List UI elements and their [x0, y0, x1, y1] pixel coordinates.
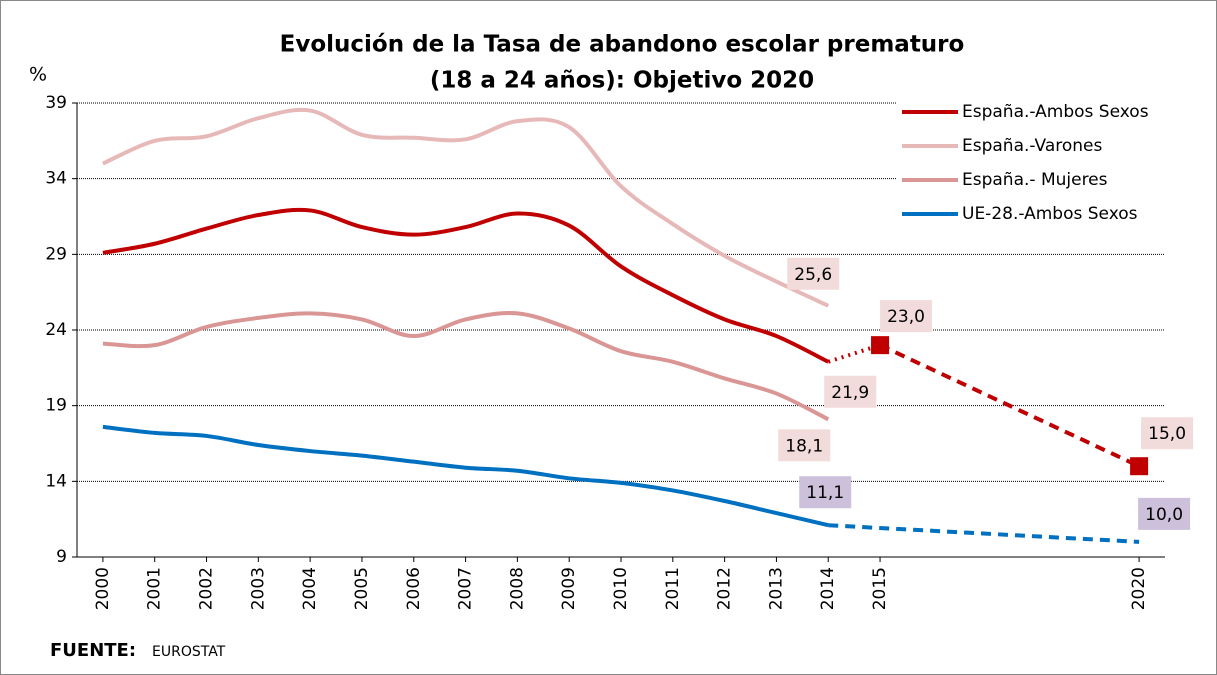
value-label: 10,0 [1145, 505, 1183, 525]
value-label-box [1138, 497, 1191, 530]
series-line [102, 107, 830, 308]
x-tick-label: 2015 [870, 567, 890, 610]
y-tick-label: 14 [45, 471, 67, 491]
x-tick-label: 2008 [507, 567, 527, 610]
source: EUROSTAT [152, 644, 226, 660]
value-label-box [1141, 417, 1194, 450]
value-label: 23,0 [887, 307, 925, 327]
value-label: 11,1 [806, 483, 844, 503]
x-tick-label: 2002 [197, 567, 217, 610]
projection-line [828, 523, 1140, 544]
y-tick-label: 34 [45, 169, 67, 189]
y-tick-label: 29 [45, 244, 67, 264]
legend-label: España.-Varones [962, 136, 1103, 156]
x-tick-label: 2009 [559, 567, 579, 610]
x-tick-label: 2005 [352, 567, 372, 610]
y-axis-label: % [29, 64, 47, 86]
x-tick-label: 2020 [1129, 567, 1149, 610]
x-tick-label: 2000 [93, 567, 113, 610]
value-label: 18,1 [785, 436, 823, 456]
marker [871, 336, 890, 355]
x-tick-label: 2004 [300, 567, 320, 610]
value-label-box [778, 429, 831, 462]
x-tick-label: 2003 [248, 567, 268, 610]
value-label: 15,0 [1148, 424, 1186, 444]
x-tick-label: 2006 [404, 567, 424, 610]
x-tick-label: 2012 [715, 567, 735, 610]
legend-label: España.-Ambos Sexos [962, 102, 1149, 122]
chart-title: Evolución de la Tasa de abandono escolar… [280, 32, 965, 58]
value-label-box [799, 476, 852, 509]
marker [1130, 457, 1149, 476]
y-tick-label: 24 [45, 320, 67, 340]
y-tick-label: 9 [56, 547, 67, 567]
x-tick-label: 2001 [145, 567, 165, 610]
value-label: 21,9 [831, 383, 869, 403]
source-label: FUENTE: [50, 640, 136, 661]
value-label-box [787, 257, 840, 290]
x-tick-label: 2010 [611, 567, 631, 610]
y-tick-label: 39 [45, 93, 67, 113]
legend-label: España.- Mujeres [962, 170, 1108, 190]
chart-title: (18 a 24 años): Objetivo 2020 [430, 68, 814, 94]
series-line [102, 207, 830, 364]
value-label-box [880, 300, 933, 333]
x-tick-label: 2013 [766, 567, 786, 610]
y-tick-label: 19 [45, 396, 67, 416]
series-line [102, 311, 830, 422]
x-tick-label: 2014 [818, 567, 838, 610]
x-tick-label: 2011 [663, 567, 683, 610]
legend-label: UE-28.-Ambos Sexos [962, 204, 1138, 224]
projection-line [879, 343, 1140, 469]
series-line [102, 424, 829, 528]
x-tick-label: 2007 [456, 567, 476, 610]
value-label-box [824, 375, 877, 408]
value-label: 25,6 [794, 265, 832, 285]
